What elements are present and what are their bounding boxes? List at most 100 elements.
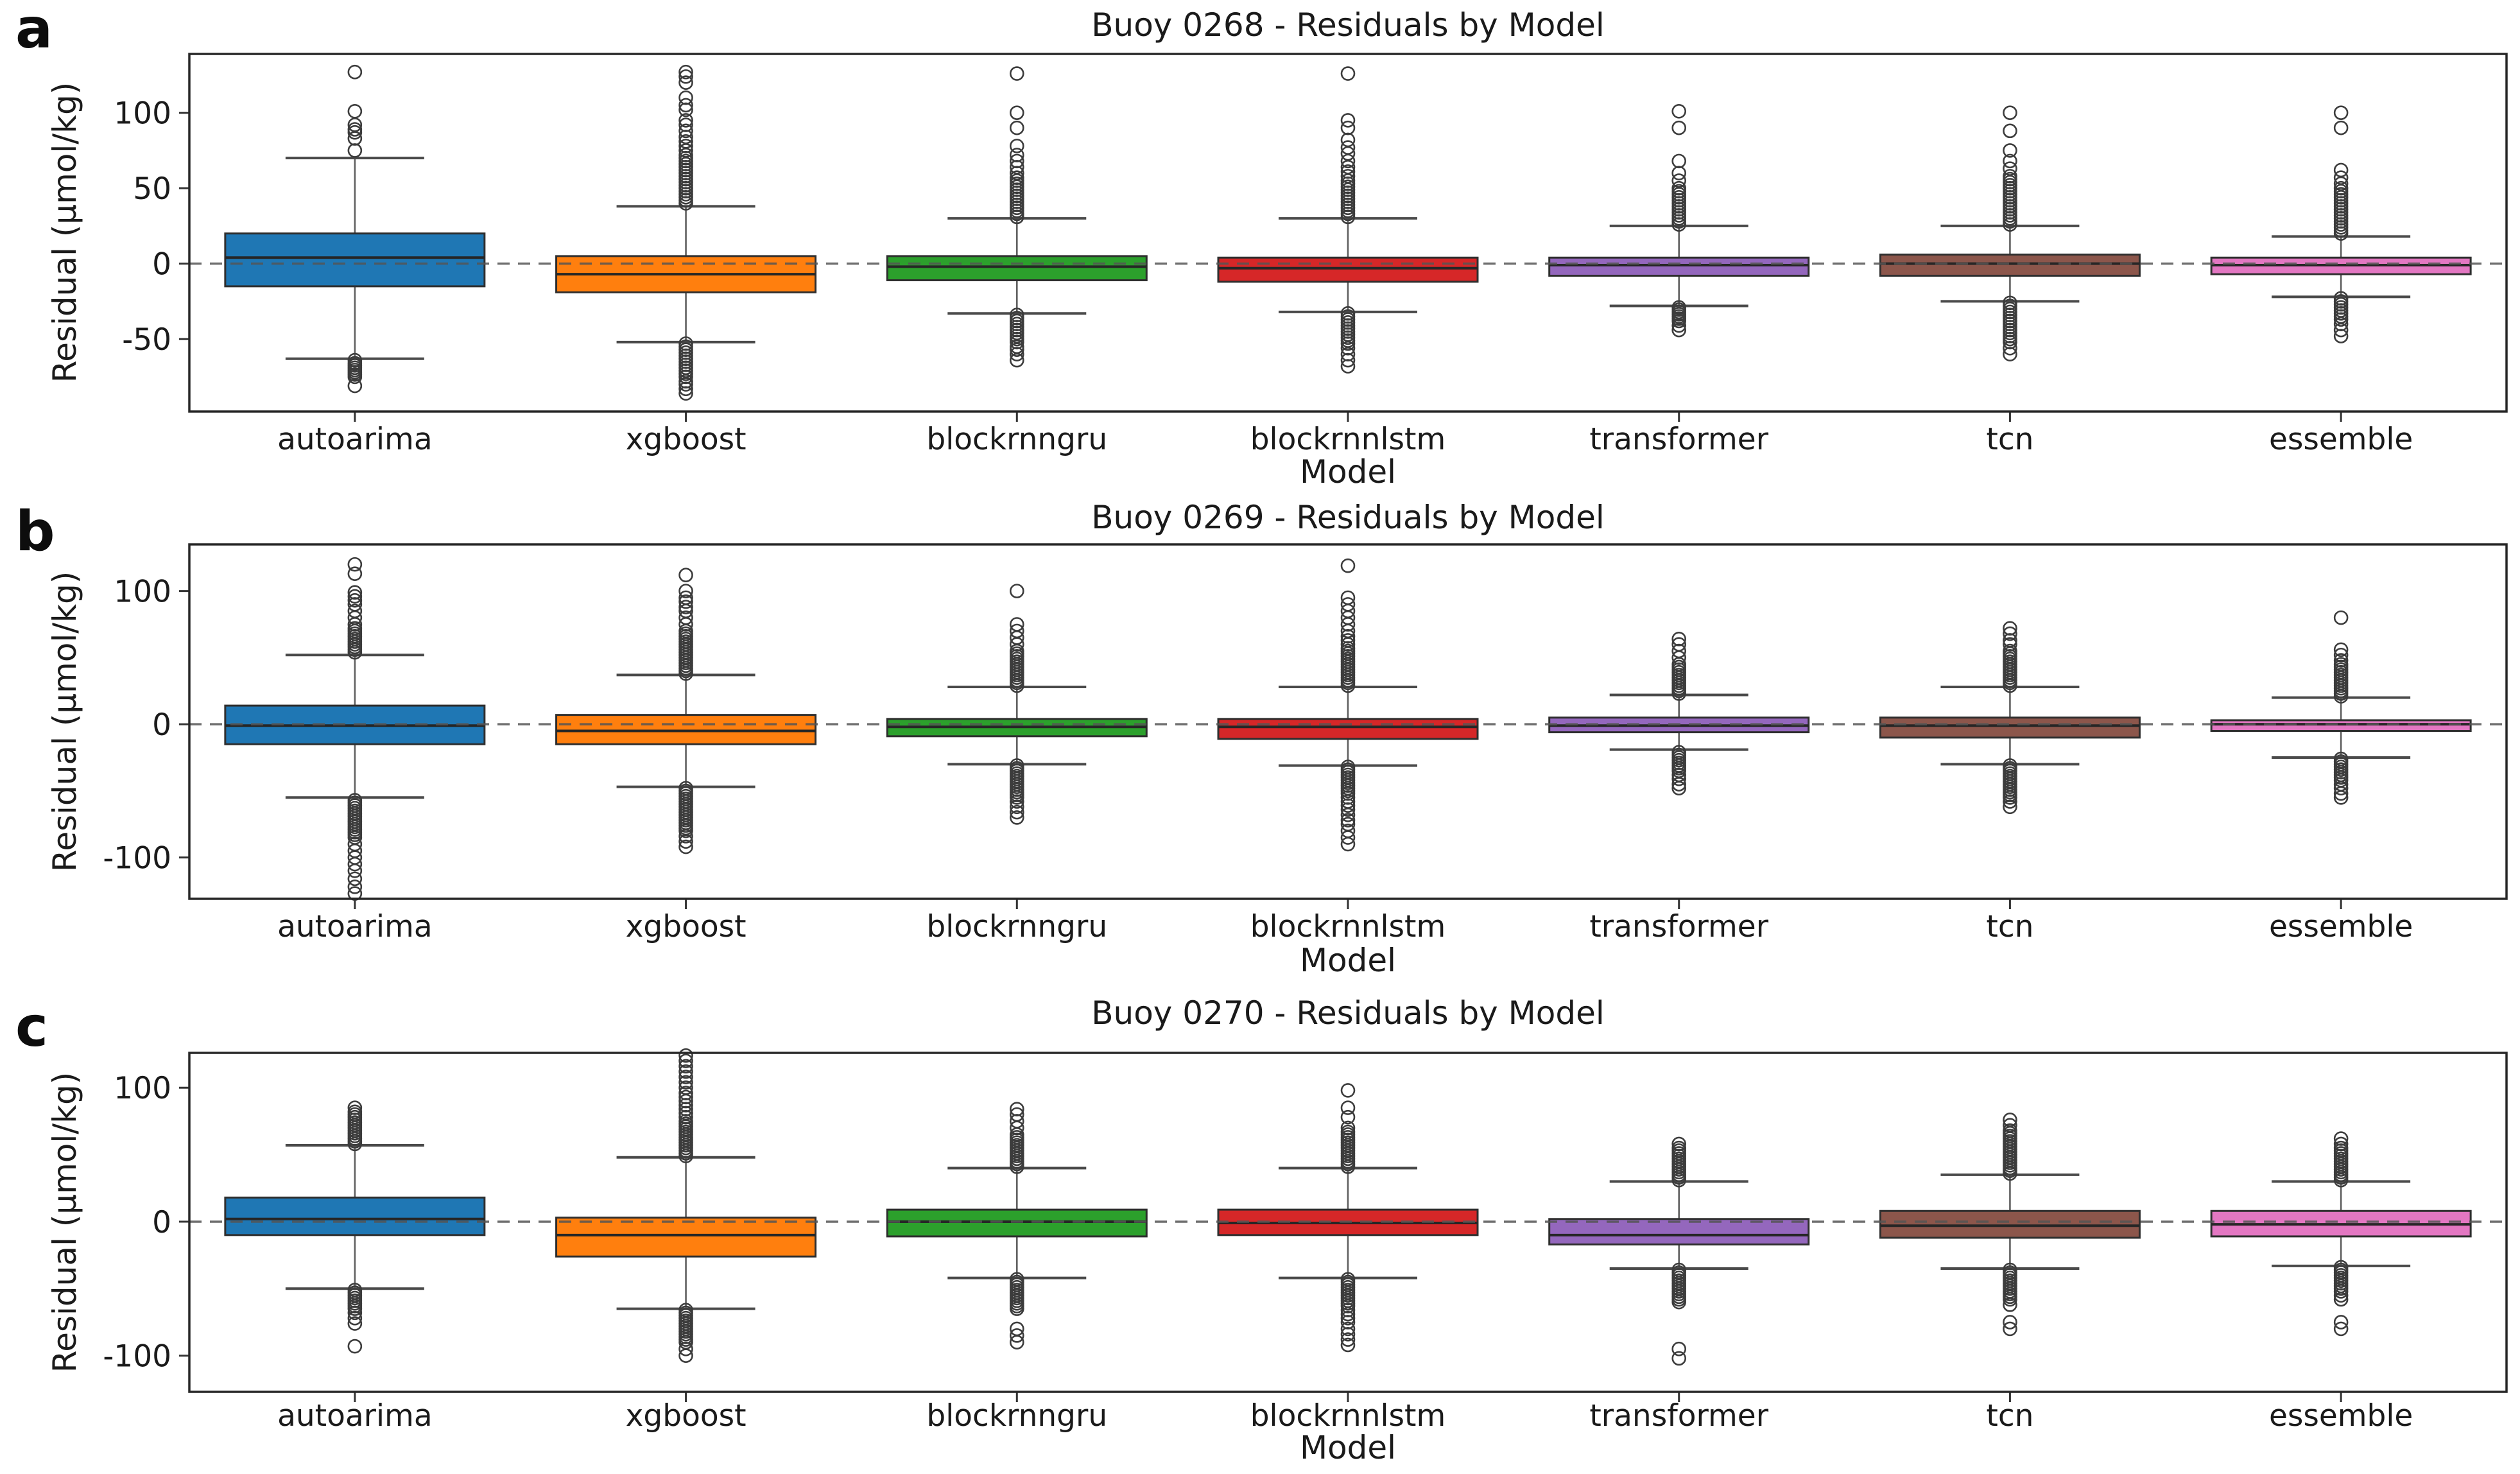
y-tick-label: 100 (114, 575, 171, 610)
outlier-point (1340, 1326, 1356, 1342)
outlier-point (1340, 359, 1356, 374)
x-tick-label: autoarima (277, 422, 433, 457)
outlier-point (347, 597, 363, 612)
y-tick-label: -100 (103, 1339, 171, 1374)
y-tick-label: -50 (122, 322, 171, 358)
outlier-point (347, 1100, 363, 1115)
outlier-point (1340, 113, 1356, 128)
outlier-point (1009, 1102, 1024, 1116)
outlier-point (678, 381, 693, 397)
outlier-point (1671, 632, 1687, 646)
plot-area: 100 0 -100 autoarima xgboost blockrnngru block… (103, 543, 2508, 944)
outlier-point (678, 1059, 693, 1074)
outlier-point (1340, 1083, 1356, 1098)
outlier-point (2333, 781, 2349, 796)
outlier-point (2333, 790, 2349, 805)
x-tick-label: autoarima (277, 1398, 433, 1434)
outlier-point (2003, 123, 2017, 139)
outlier-point (2003, 347, 2017, 361)
outlier-point (2333, 105, 2349, 120)
outlier-point (678, 386, 693, 401)
outlier-point (1009, 790, 1024, 805)
outlier-point (347, 104, 363, 119)
outlier-point (1340, 169, 1356, 184)
outlier-point (678, 823, 693, 838)
x-tick-label: blockrnnlstm (1250, 1398, 1446, 1434)
x-tick-label: autoarima (277, 909, 433, 944)
outlier-point (1340, 1332, 1356, 1347)
x-tick-label: blockrnngru (926, 1398, 1107, 1434)
outlier-point (1009, 810, 1024, 825)
outlier-point (347, 1310, 363, 1326)
outlier-point (347, 557, 363, 572)
outlier-point (1009, 66, 1024, 81)
outlier-point (2333, 312, 2349, 327)
outlier-point (678, 1348, 693, 1363)
x-tick-label: blockrnnlstm (1250, 422, 1446, 457)
outlier-point (2003, 1113, 2017, 1127)
panel-title: Buoy 0270 - Residuals by Model (1091, 994, 1605, 1032)
x-tick-label: blockrnngru (926, 422, 1107, 457)
outlier-point (1340, 830, 1356, 845)
x-tick-label: blockrnnlstm (1250, 909, 1446, 944)
outlier-point (1009, 139, 1024, 153)
outlier-point (1009, 342, 1024, 357)
outlier-point (347, 585, 363, 600)
box-autoarima (224, 232, 486, 288)
outlier-point (1671, 1341, 1687, 1357)
outlier-point (2003, 790, 2017, 805)
outlier-point (1671, 637, 1687, 652)
outlier-point (1340, 558, 1356, 573)
outlier-point (2003, 799, 2017, 815)
outlier-point (2003, 105, 2017, 120)
outlier-point (1340, 813, 1356, 828)
outlier-point (2003, 643, 2017, 659)
outlier-point (678, 1048, 693, 1063)
outlier-point (1671, 104, 1687, 119)
outlier-point (2333, 1140, 2349, 1156)
outlier-point (2333, 120, 2349, 135)
outlier-point (1009, 804, 1024, 820)
outlier-point (1340, 633, 1356, 648)
outlier-point (1009, 623, 1024, 639)
y-tick-label: 50 (133, 171, 171, 207)
box-tcn (1879, 1210, 2141, 1239)
x-tick-label: transformer (1589, 422, 1768, 457)
outlier-point (1009, 148, 1024, 162)
outlier-point (1009, 1301, 1024, 1316)
x-tick-label: xgboost (626, 1398, 747, 1434)
y-tick-label: 100 (114, 96, 171, 132)
x-tick-label: transformer (1589, 909, 1768, 944)
outlier-point (2003, 1118, 2017, 1132)
panel-title: Buoy 0269 - Residuals by Model (1091, 499, 1605, 536)
outlier-point (347, 378, 363, 394)
outlier-point (678, 117, 693, 132)
panel-letter: a (15, 0, 53, 61)
outlier-point (2333, 657, 2349, 672)
outlier-point (2333, 1288, 2349, 1303)
axes-frame (188, 1052, 2508, 1393)
outlier-point (2333, 1136, 2349, 1152)
outlier-point (2333, 180, 2349, 196)
outlier-point (1009, 170, 1024, 186)
outlier-point (347, 1301, 363, 1316)
outlier-point (678, 1070, 693, 1084)
outlier-point (678, 1064, 693, 1079)
outlier-point (2003, 637, 2017, 652)
y-axis-label: Residual (μmol/kg) (46, 1072, 83, 1373)
panel-title: Buoy 0268 - Residuals by Model (1091, 6, 1605, 44)
outlier-point (1009, 120, 1024, 135)
outlier-point (2333, 610, 2349, 625)
outlier-point (678, 64, 693, 80)
outlier-point (2333, 170, 2349, 186)
outlier-point (2333, 329, 2349, 343)
outlier-point (1340, 1109, 1356, 1125)
outlier-point (2333, 1315, 2349, 1330)
outlier-point (2333, 162, 2349, 178)
outlier-point (2333, 1284, 2349, 1299)
outlier-point (678, 98, 693, 113)
box-transformer (1548, 256, 1810, 277)
outlier-point (678, 1341, 693, 1357)
outlier-point (1671, 1294, 1687, 1310)
